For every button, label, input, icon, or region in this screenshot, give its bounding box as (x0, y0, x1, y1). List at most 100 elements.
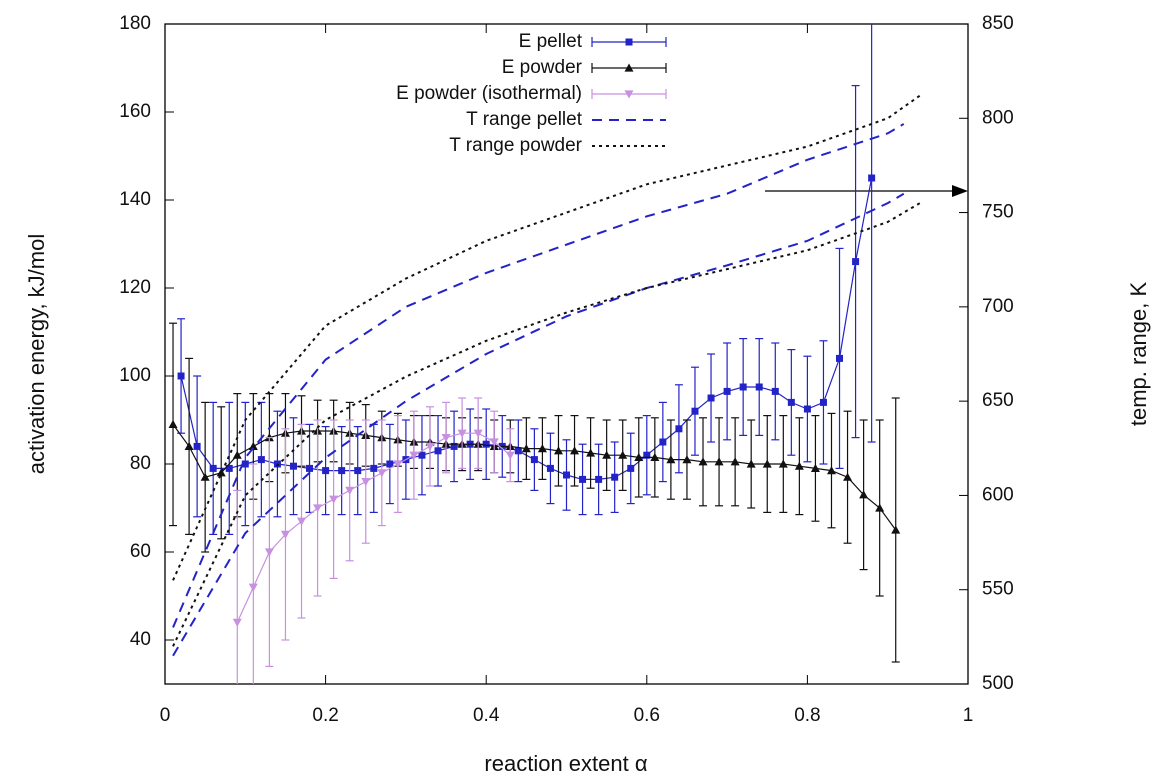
x-tick-label: 1 (963, 705, 974, 726)
marker (168, 419, 178, 428)
y-tick-label: 180 (119, 13, 151, 34)
marker (345, 486, 355, 495)
y2-tick-label: 650 (982, 390, 1014, 411)
marker (803, 405, 811, 413)
y-tick-label: 60 (130, 541, 151, 562)
marker (450, 442, 458, 450)
marker (482, 440, 490, 448)
plot-area (168, 24, 921, 684)
legend-label: E powder (isothermal) (396, 83, 582, 104)
marker (787, 398, 795, 406)
marker (329, 495, 339, 504)
marker (313, 504, 323, 513)
y2-tick-label: 550 (982, 579, 1014, 600)
marker (225, 464, 233, 472)
marker (425, 442, 435, 451)
marker (650, 452, 660, 461)
y-axis-title: activation energy, kJ/mol (24, 234, 49, 474)
y2-axis-title: temp. range, K (1126, 282, 1151, 427)
y-tick-label: 40 (130, 629, 151, 650)
y-tick-label: 140 (119, 189, 151, 210)
y2-tick-label: 850 (982, 13, 1014, 34)
marker (264, 548, 274, 557)
marker (232, 618, 242, 627)
marker (570, 446, 580, 455)
plot-frame (164, 23, 969, 685)
legend-label: T range powder (449, 135, 582, 156)
marker (177, 372, 185, 380)
marker (682, 455, 692, 464)
marker (755, 383, 763, 391)
marker (386, 460, 394, 468)
marker (698, 457, 708, 466)
marker (634, 452, 644, 461)
series-line (172, 424, 897, 531)
marker (248, 583, 258, 592)
marker (627, 464, 635, 472)
marker (546, 464, 554, 472)
marker (434, 447, 442, 455)
x-tick-label: 0.6 (634, 705, 660, 726)
marker (891, 525, 901, 534)
marker (675, 425, 683, 433)
marker (184, 441, 194, 450)
x-tick-label: 0.4 (473, 705, 500, 726)
marker (241, 460, 249, 468)
marker (595, 475, 603, 483)
marker (666, 455, 676, 464)
marker (457, 429, 467, 438)
marker (586, 448, 596, 457)
marker (537, 444, 547, 453)
marker (723, 387, 731, 395)
x-axis-title: reaction extent α (484, 751, 647, 776)
marker (370, 464, 378, 472)
marker (393, 460, 403, 469)
marker (338, 467, 346, 475)
marker (746, 459, 756, 468)
marker (514, 447, 522, 455)
marker (875, 503, 885, 512)
marker (794, 461, 804, 470)
marker (505, 451, 515, 460)
marker (868, 174, 876, 182)
marker (209, 464, 217, 472)
x-tick-label: 0.8 (794, 705, 820, 726)
y2-tick-label: 700 (982, 296, 1014, 317)
marker (836, 354, 844, 362)
marker (232, 450, 242, 459)
marker (826, 466, 836, 475)
marker (691, 407, 699, 415)
marker (248, 441, 258, 450)
marker (714, 457, 724, 466)
marker (409, 451, 419, 460)
marker (611, 473, 619, 481)
marker (530, 456, 538, 464)
marker (322, 467, 330, 475)
marker (843, 472, 853, 481)
x-tick-label: 0 (160, 705, 171, 726)
x-tick-label: 0.2 (312, 705, 338, 726)
error-bar (867, 24, 876, 443)
marker (216, 468, 226, 477)
marker (730, 457, 740, 466)
marker (361, 478, 371, 487)
marker (859, 490, 869, 499)
y-tick-label: 80 (130, 453, 151, 474)
legend-label: E powder (502, 57, 583, 78)
marker (306, 464, 314, 472)
marker (441, 434, 451, 443)
y2-tick-label: 500 (982, 673, 1014, 694)
marker (739, 383, 747, 391)
marker (377, 469, 387, 478)
marker (200, 472, 210, 481)
y2-tick-label: 800 (982, 107, 1014, 128)
y-tick-label: 160 (119, 101, 151, 122)
range-line (172, 202, 921, 647)
marker (624, 63, 634, 72)
range-line (172, 123, 905, 628)
marker (602, 450, 612, 459)
marker (762, 459, 772, 468)
marker (563, 471, 570, 479)
legend-label: E pellet (519, 31, 583, 52)
